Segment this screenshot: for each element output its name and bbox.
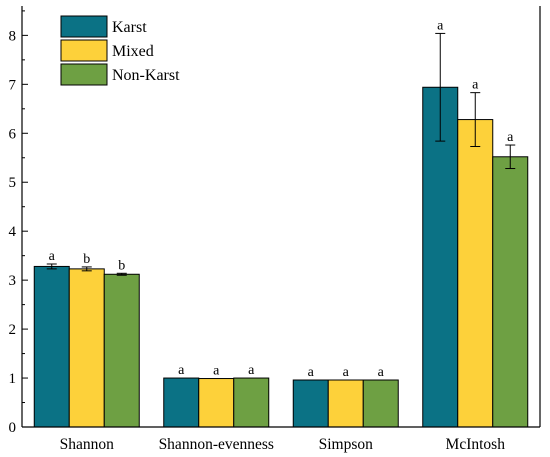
y-tick-label: 0 [9, 420, 17, 436]
significance-labels-layer: a b b a a a a a a a a a [49, 18, 515, 380]
significance-label: a [248, 363, 255, 378]
bar [233, 377, 270, 428]
bar [422, 86, 459, 428]
legend-label: Non-Karst [112, 67, 180, 84]
y-tick-label: 1 [9, 371, 17, 387]
y-tick-label: 7 [9, 77, 17, 93]
legend-swatch [60, 15, 108, 38]
y-tick-label: 6 [9, 126, 17, 142]
legend-swatch [60, 63, 108, 86]
y-tick-label: 2 [9, 322, 17, 338]
bar [33, 265, 70, 428]
bar [103, 273, 140, 428]
y-tick-label: 3 [9, 273, 17, 289]
x-tick-label: Simpson [319, 436, 374, 453]
legend: Karst Mixed Non-Karst [60, 15, 180, 86]
bar [457, 119, 494, 428]
x-tick-label: McIntosh [446, 436, 506, 453]
significance-label: a [49, 249, 56, 264]
bar [327, 379, 364, 428]
legend-label: Karst [112, 19, 147, 36]
y-tick-label: 4 [9, 224, 17, 240]
bar [198, 378, 235, 428]
legend-label: Mixed [112, 43, 154, 60]
y-tick-label: 5 [9, 175, 17, 191]
axes: 0 1 2 3 4 5 6 7 8 Shannon Shannon-evenness Simpson M… [9, 6, 541, 453]
significance-label: a [507, 130, 514, 145]
x-tick-label: Shannon [60, 436, 115, 453]
bars-layer [33, 86, 529, 428]
significance-label: a [343, 365, 350, 380]
bar [362, 379, 399, 428]
bar [68, 268, 105, 428]
bar [163, 377, 200, 428]
significance-label: b [118, 258, 125, 273]
significance-label: a [378, 365, 385, 380]
significance-label: b [83, 252, 90, 267]
error-bars-layer [46, 32, 516, 276]
significance-label: a [472, 78, 479, 93]
x-tick-label: Shannon-evenness [159, 436, 274, 453]
significance-label: a [213, 364, 220, 379]
bar [292, 379, 329, 428]
bar [492, 156, 529, 428]
significance-label: a [308, 365, 315, 380]
legend-swatch [60, 39, 108, 62]
y-tick-label: 8 [9, 28, 17, 44]
significance-label: a [178, 363, 185, 378]
significance-label: a [437, 18, 444, 33]
